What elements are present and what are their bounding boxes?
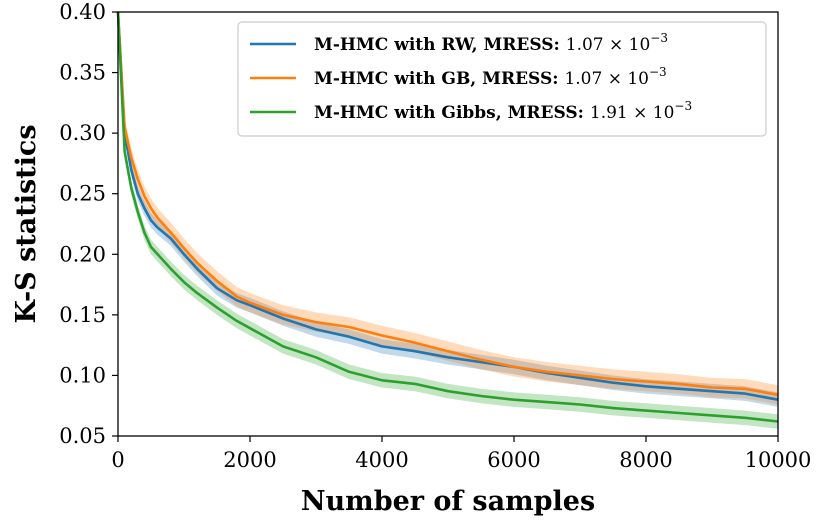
legend-mress-value: 1.91 × 10 [590,103,675,123]
legend-series-name: M-HMC with Gibbs, MRESS: [314,103,590,123]
x-axis-label: Number of samples [301,486,595,517]
x-tick-label: 4000 [355,448,408,472]
series-lines [116,11,779,423]
x-tick-label: 0 [111,448,124,472]
y-tick-label: 0.15 [59,303,106,327]
series-line-0 [116,11,779,401]
plot-frame [117,11,779,437]
legend-box [237,21,767,137]
y-tick-label: 0.35 [59,61,106,85]
y-axis-label: K-S statistics [11,124,42,323]
legend-entry-1: M-HMC with GB, MRESS: 1.07 × 10−3 [314,65,667,89]
x-axis-ticks: 0 2000 4000 6000 8000 10000 [111,436,811,472]
y-tick-label: 0.40 [59,0,106,24]
legend-mress-value: 1.07 × 10 [566,35,651,55]
series-band-1 [118,12,778,405]
series-line-1 [116,11,779,397]
legend-entry-2: M-HMC with Gibbs, MRESS: 1.91 × 10−3 [314,99,692,123]
y-tick-label: 0.05 [59,424,106,448]
y-tick-label: 0.20 [59,242,106,266]
y-tick-label: 0.10 [59,363,106,387]
legend-mress-exponent: −3 [674,99,692,113]
y-axis-ticks: 0.05 0.10 0.15 0.20 0.25 0.30 0.35 0.40 [59,0,118,448]
x-tick-label: 10000 [745,448,812,472]
y-tick-label: 0.30 [59,121,106,145]
x-tick-label: 2000 [223,448,276,472]
legend-series-name: M-HMC with RW, MRESS: [314,35,566,55]
legend-mress-exponent: −3 [649,65,667,79]
series-line-2 [116,11,779,423]
confidence-bands [118,12,778,429]
legend-mress-value: 1.07 × 10 [564,69,649,89]
x-tick-label: 6000 [487,448,540,472]
legend-entry-0: M-HMC with RW, MRESS: 1.07 × 10−3 [314,31,668,55]
legend: M-HMC with RW, MRESS: 1.07 × 10−3M-HMC w… [237,21,767,137]
legend-series-name: M-HMC with GB, MRESS: [314,69,564,89]
x-tick-label: 8000 [619,448,672,472]
y-tick-label: 0.25 [59,182,106,206]
legend-mress-exponent: −3 [650,31,668,45]
